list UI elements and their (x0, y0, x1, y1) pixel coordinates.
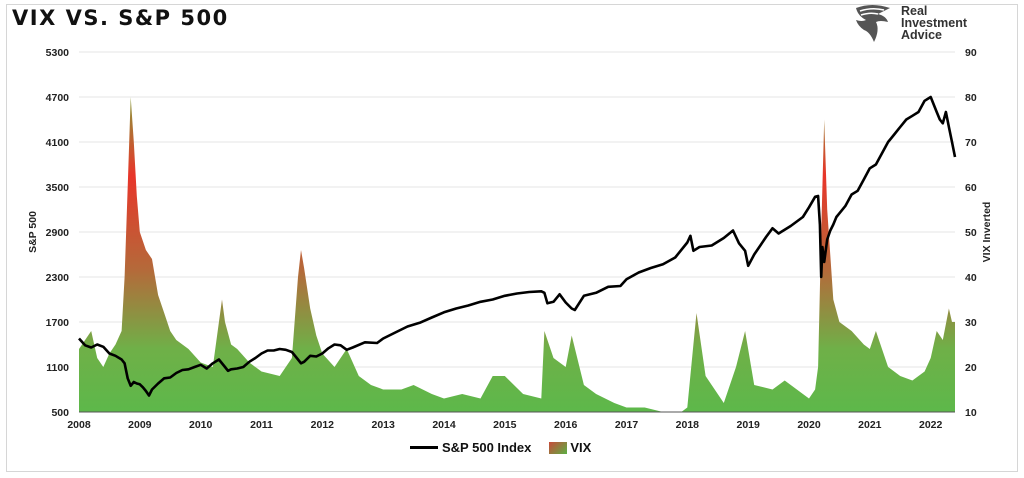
legend-swatch-icon (549, 441, 568, 454)
legend-label-sp500: S&P 500 Index (442, 440, 532, 455)
legend-line-icon (410, 446, 438, 449)
brand-line: Real (901, 4, 928, 18)
x-tick-label: 2017 (615, 419, 639, 431)
y2-axis-label: VIX Inverted (981, 202, 993, 263)
y-tick-label: 2900 (46, 227, 70, 239)
legend-item-vix: VIX (549, 440, 591, 455)
y2-tick-label: 30 (965, 317, 977, 329)
x-tick-label: 2022 (919, 419, 943, 431)
y2-tick-label: 70 (965, 137, 977, 149)
x-tick-label: 2014 (432, 419, 456, 431)
x-tick-label: 2020 (797, 419, 821, 431)
y-tick-label: 2300 (46, 272, 70, 284)
x-tick-label: 2021 (858, 419, 882, 431)
legend-item-sp500: S&P 500 Index (410, 440, 531, 455)
vix-area-layer (79, 97, 955, 412)
x-tick-label: 2013 (371, 419, 395, 431)
brand-name: Real Investment Advice (901, 4, 967, 42)
brand-logo: Real Investment Advice (850, 2, 1000, 46)
sp500-line-layer (78, 95, 957, 397)
x-tick-label: 2011 (250, 419, 273, 431)
y-tick-label: 1100 (46, 362, 69, 374)
gridlines (79, 51, 955, 413)
brand-line: Investment (901, 16, 967, 30)
y-axis-label: S&P 500 (27, 211, 39, 253)
legend: S&P 500 Index VIX (410, 440, 609, 455)
x-tick-label: 2008 (67, 419, 91, 431)
sp500-series-line (78, 95, 957, 397)
eagle-logo-icon (856, 5, 890, 42)
y-tick-label: 5300 (46, 47, 70, 59)
x-tick-label: 2012 (311, 419, 335, 431)
y2-tick-label: 10 (965, 407, 977, 419)
x-tick-label: 2019 (736, 419, 760, 431)
y2-tick-label: 20 (965, 362, 977, 374)
x-tick-label: 2016 (554, 419, 578, 431)
y-tick-label: 1700 (46, 317, 70, 329)
x-tick-label: 2015 (493, 419, 517, 431)
legend-label-vix: VIX (570, 440, 592, 455)
y2-tick-label: 80 (965, 92, 977, 104)
axes: 500 1100 1700 2300 2900 3500 4100 4700 5300 10 20 3… (27, 47, 993, 431)
y2-tick-label: 90 (965, 47, 977, 59)
chart-title: VIX VS. S&P 500 (12, 6, 229, 30)
brand-line: Advice (901, 28, 942, 42)
y2-tick-label: 40 (965, 272, 977, 284)
y-tick-label: 3500 (46, 182, 70, 194)
y2-tick-label: 60 (965, 182, 977, 194)
x-tick-label: 2009 (128, 419, 152, 431)
y2-tick-label: 50 (965, 227, 977, 239)
x-tick-label: 2010 (189, 419, 213, 431)
y-tick-label: 4700 (46, 92, 70, 104)
y-tick-label: 500 (51, 407, 69, 419)
x-tick-label: 2018 (676, 419, 700, 431)
y-tick-label: 4100 (46, 137, 70, 149)
vix-series-area (79, 97, 955, 412)
